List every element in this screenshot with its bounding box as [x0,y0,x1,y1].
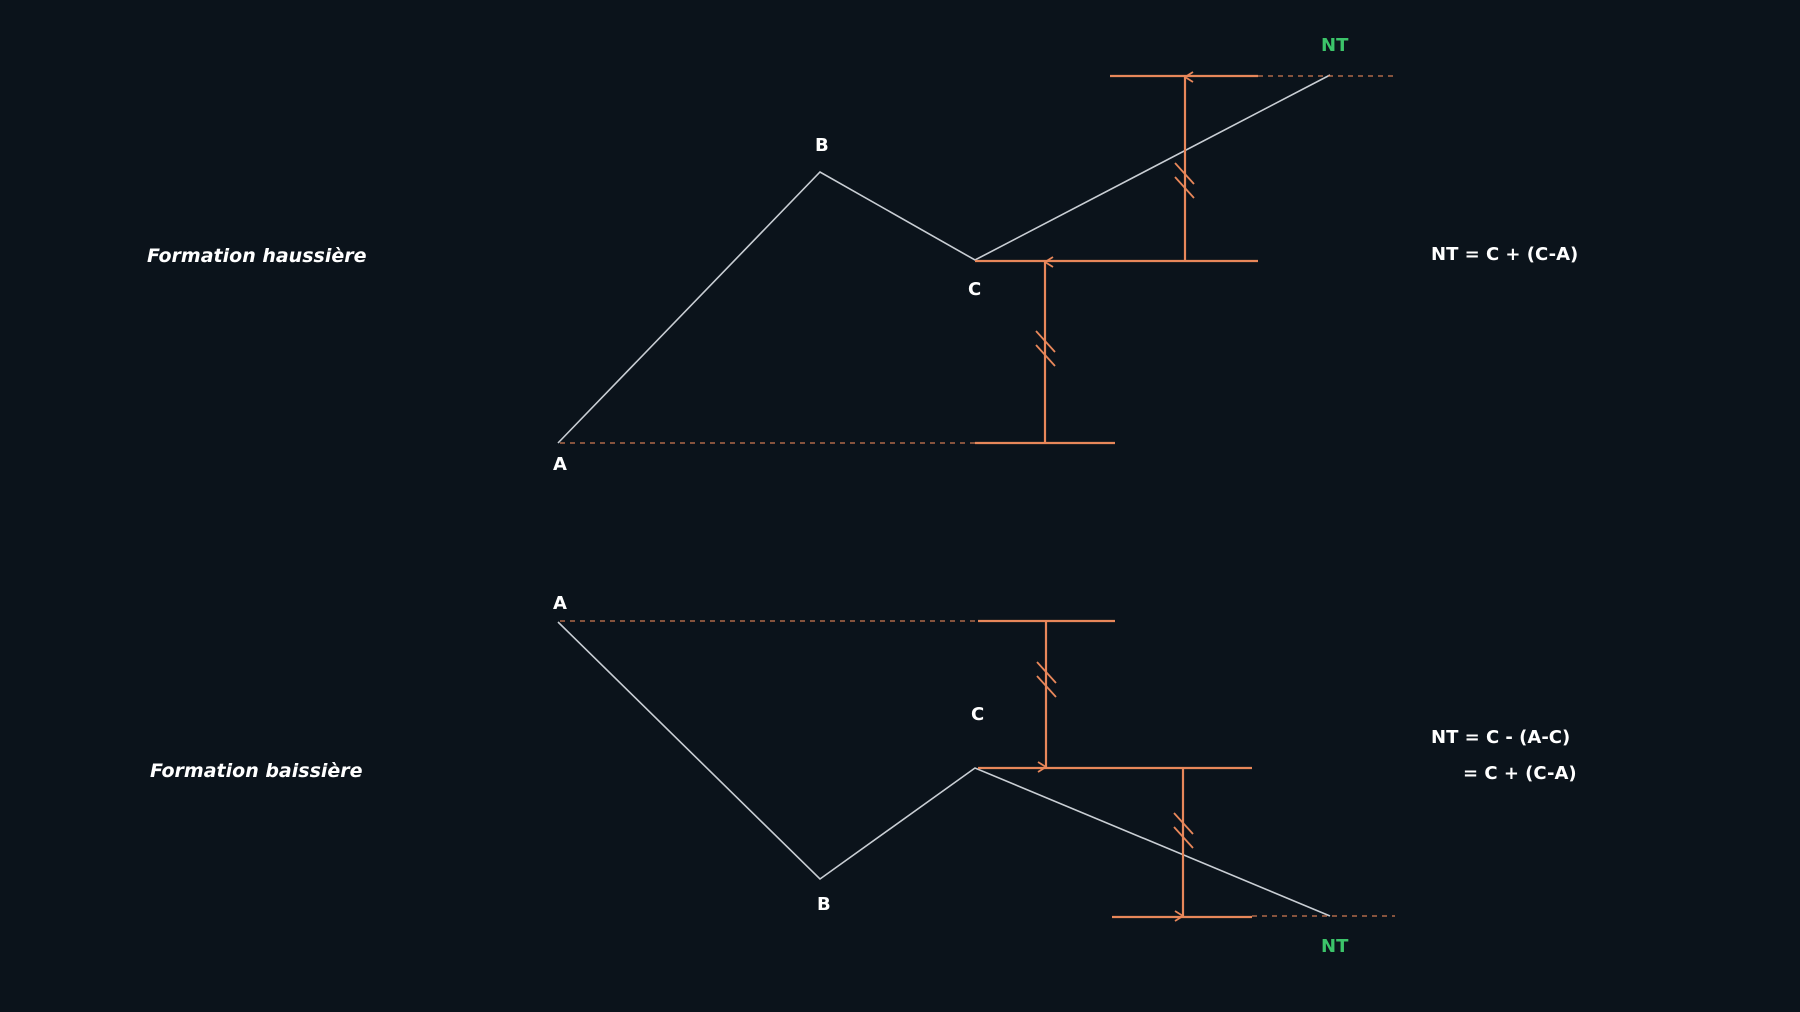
bullish-nt-label: NT [1321,35,1349,56]
bearish-formula-line-2: = C + (C-A) [1463,763,1577,784]
bearish-point-c-label: C [971,704,984,725]
bullish-point-c-label: C [968,279,981,300]
bullish-point-a-label: A [553,454,567,475]
bearish-point-a-label: A [553,593,567,614]
bullish-point-b-label: B [815,135,829,156]
bullish-price-path [557,74,1331,444]
bearish-nt-label: NT [1321,936,1349,957]
bullish-formula: NT = C + (C-A) [1431,244,1578,265]
bullish-equal-tick-2 [1174,162,1195,199]
bearish-title: Formation baissière [150,760,363,782]
bearish-equal-tick-2 [1173,812,1194,849]
bullish-title: Formation haussière [147,245,367,267]
bearish-point-b-label: B [817,894,831,915]
bearish-equal-tick-1 [1036,661,1057,698]
bullish-equal-tick-1 [1035,330,1056,367]
bearish-formation: Formation baissière A B C NT NT = C - (A… [150,593,1577,957]
bearish-formula-line-1: NT = C - (A-C) [1431,727,1570,748]
bullish-formation: Formation haussière A B C NT NT = C + (C… [147,35,1578,475]
bearish-price-path [557,621,1331,917]
